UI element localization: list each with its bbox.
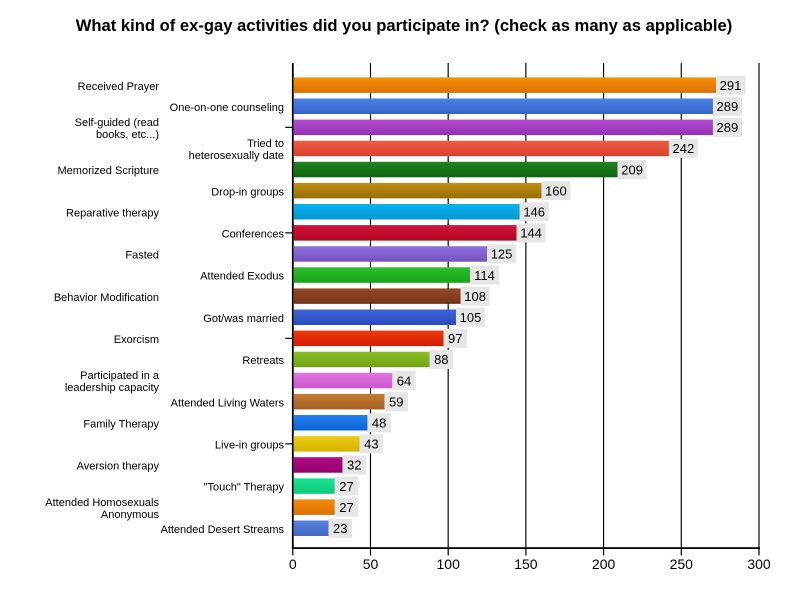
svg-text:Attended Living Waters: Attended Living Waters xyxy=(171,397,285,409)
svg-text:Behavior Modification: Behavior Modification xyxy=(54,292,159,304)
svg-text:289: 289 xyxy=(717,120,739,135)
svg-text:"Touch" Therapy: "Touch" Therapy xyxy=(204,482,285,494)
svg-text:250: 250 xyxy=(670,556,694,572)
svg-text:291: 291 xyxy=(720,78,742,93)
svg-text:Drop-in groups: Drop-in groups xyxy=(211,186,284,198)
svg-text:43: 43 xyxy=(364,437,378,452)
svg-text:Retreats: Retreats xyxy=(242,355,284,367)
svg-text:27: 27 xyxy=(339,500,353,515)
svg-text:Memorized Scripture: Memorized Scripture xyxy=(58,165,159,177)
svg-text:Tried to: Tried to xyxy=(247,138,284,150)
svg-text:Attended Homosexuals: Attended Homosexuals xyxy=(45,497,159,509)
svg-text:108: 108 xyxy=(464,289,486,304)
svg-text:144: 144 xyxy=(520,226,542,241)
svg-text:Family Therapy: Family Therapy xyxy=(83,418,159,430)
svg-text:88: 88 xyxy=(434,352,448,367)
svg-text:114: 114 xyxy=(474,268,495,283)
svg-text:300: 300 xyxy=(747,556,771,572)
svg-text:Aversion therapy: Aversion therapy xyxy=(77,461,160,473)
svg-text:27: 27 xyxy=(339,479,353,494)
svg-text:59: 59 xyxy=(389,394,403,409)
svg-text:Conferences: Conferences xyxy=(222,228,285,240)
svg-text:23: 23 xyxy=(333,521,347,536)
svg-text:97: 97 xyxy=(448,331,462,346)
svg-text:242: 242 xyxy=(673,141,695,156)
svg-text:One-on-one counseling: One-on-one counseling xyxy=(170,102,284,114)
svg-text:Attended Exodus: Attended Exodus xyxy=(200,271,284,283)
svg-text:209: 209 xyxy=(621,162,643,177)
svg-text:105: 105 xyxy=(460,310,482,325)
svg-text:Participated in a: Participated in a xyxy=(80,370,160,382)
svg-text:Got/was married: Got/was married xyxy=(203,313,284,325)
svg-text:Attended Desert Streams: Attended Desert Streams xyxy=(160,524,284,536)
svg-text:Reparative therapy: Reparative therapy xyxy=(66,207,159,219)
svg-text:146: 146 xyxy=(523,204,545,219)
svg-text:100: 100 xyxy=(437,556,461,572)
svg-text:50: 50 xyxy=(363,556,379,572)
svg-text:289: 289 xyxy=(717,99,739,114)
svg-text:Live-in groups: Live-in groups xyxy=(215,439,285,451)
svg-text:Fasted: Fasted xyxy=(125,250,159,262)
svg-text:What kind of ex-gay activities: What kind of ex-gay activities did you p… xyxy=(76,16,733,35)
svg-text:Anonymous: Anonymous xyxy=(101,509,160,521)
svg-text:150: 150 xyxy=(514,556,538,572)
svg-text:200: 200 xyxy=(592,556,616,572)
svg-text:160: 160 xyxy=(545,183,567,198)
svg-text:32: 32 xyxy=(347,458,361,473)
svg-text:125: 125 xyxy=(491,247,513,262)
svg-text:Exorcism: Exorcism xyxy=(114,334,159,346)
svg-text:48: 48 xyxy=(372,415,386,430)
svg-text:books, etc...): books, etc...) xyxy=(96,129,159,141)
svg-text:64: 64 xyxy=(397,373,411,388)
svg-text:0: 0 xyxy=(289,556,297,572)
svg-text:Received Prayer: Received Prayer xyxy=(78,81,160,93)
svg-text:leadership capacity: leadership capacity xyxy=(65,382,160,394)
svg-text:Self-guided (read: Self-guided (read xyxy=(75,117,159,129)
svg-text:heterosexually date: heterosexually date xyxy=(189,150,284,162)
